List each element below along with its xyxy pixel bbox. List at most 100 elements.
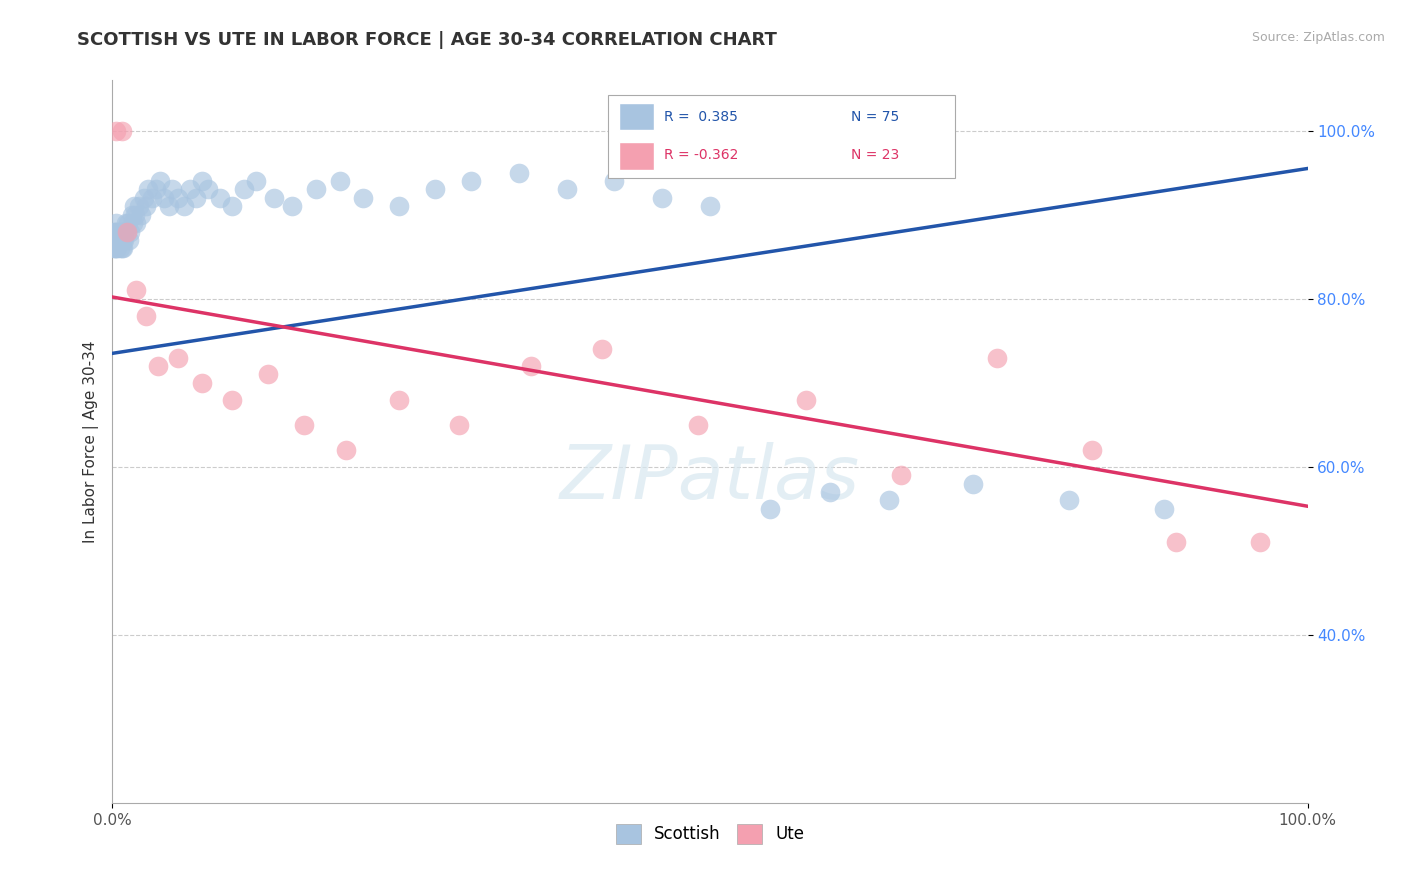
Point (699, 199, 721, 213)
Point (124, 208, 146, 222)
Y-axis label: In Labor Force | Age 30-34: In Labor Force | Age 30-34 (83, 340, 98, 543)
Point (335, 442, 357, 457)
Point (112, 241, 135, 255)
Point (197, 182, 219, 196)
Point (191, 376, 214, 390)
Point (110, 233, 132, 247)
Point (125, 216, 148, 230)
Text: Source: ZipAtlas.com: Source: ZipAtlas.com (1251, 31, 1385, 45)
Point (352, 191, 374, 205)
Point (759, 501, 782, 516)
Point (135, 309, 157, 323)
Point (111, 124, 134, 138)
Point (112, 233, 135, 247)
Point (305, 182, 328, 196)
Point (651, 191, 673, 205)
Point (104, 233, 127, 247)
Point (447, 417, 470, 432)
Point (122, 199, 145, 213)
Point (105, 216, 128, 230)
Point (794, 392, 817, 407)
Point (167, 191, 190, 205)
Point (257, 368, 280, 382)
Point (128, 199, 150, 213)
Point (105, 241, 128, 255)
Point (221, 392, 243, 407)
Point (1166, 535, 1188, 549)
Point (115, 225, 138, 239)
Point (191, 174, 214, 188)
Point (107, 233, 129, 247)
Point (460, 174, 482, 188)
Point (1057, 493, 1080, 508)
Point (1081, 442, 1104, 457)
Point (281, 199, 304, 213)
Point (425, 182, 447, 196)
Point (146, 359, 169, 373)
Point (132, 191, 155, 205)
Point (879, 493, 901, 508)
Point (104, 225, 127, 239)
Point (592, 342, 614, 356)
Point (173, 199, 195, 213)
Point (221, 199, 243, 213)
Point (111, 225, 134, 239)
Point (986, 351, 1008, 365)
Point (962, 476, 984, 491)
Point (890, 468, 912, 483)
Point (107, 233, 129, 247)
Text: ZIPatlas: ZIPatlas (560, 442, 860, 514)
Point (107, 225, 129, 239)
Point (233, 182, 256, 196)
Point (114, 225, 135, 239)
Point (104, 241, 127, 255)
Text: SCOTTISH VS UTE IN LABOR FORCE | AGE 30-34 CORRELATION CHART: SCOTTISH VS UTE IN LABOR FORCE | AGE 30-… (77, 31, 778, 49)
Point (129, 208, 152, 222)
Point (117, 216, 139, 230)
Point (111, 241, 134, 255)
Point (118, 233, 141, 247)
Point (388, 199, 411, 213)
Point (329, 174, 352, 188)
Point (508, 166, 530, 180)
Legend: Scottish, Ute: Scottish, Ute (607, 815, 813, 852)
Point (105, 233, 128, 247)
Point (1249, 535, 1271, 549)
Point (115, 225, 138, 239)
Point (179, 182, 201, 196)
Point (108, 241, 131, 255)
Point (209, 191, 232, 205)
Point (105, 233, 128, 247)
Point (167, 351, 190, 365)
Point (1153, 501, 1175, 516)
Point (186, 191, 208, 205)
Point (103, 225, 125, 239)
Point (121, 208, 143, 222)
Point (121, 216, 143, 230)
Point (292, 417, 315, 432)
Point (110, 225, 132, 239)
Point (688, 417, 710, 432)
Point (153, 191, 176, 205)
Point (162, 182, 183, 196)
Point (125, 283, 148, 297)
Point (105, 241, 128, 255)
Point (818, 485, 841, 500)
Point (388, 392, 411, 407)
Point (108, 233, 131, 247)
Point (105, 225, 128, 239)
Point (245, 174, 267, 188)
Point (105, 124, 128, 138)
Point (114, 233, 135, 247)
Point (135, 199, 157, 213)
Point (138, 182, 160, 196)
Point (520, 359, 543, 373)
Point (157, 199, 180, 213)
Point (103, 241, 125, 255)
Point (145, 182, 167, 196)
Point (120, 225, 142, 239)
Point (149, 174, 172, 188)
Point (263, 191, 285, 205)
Point (103, 233, 125, 247)
Point (603, 174, 626, 188)
